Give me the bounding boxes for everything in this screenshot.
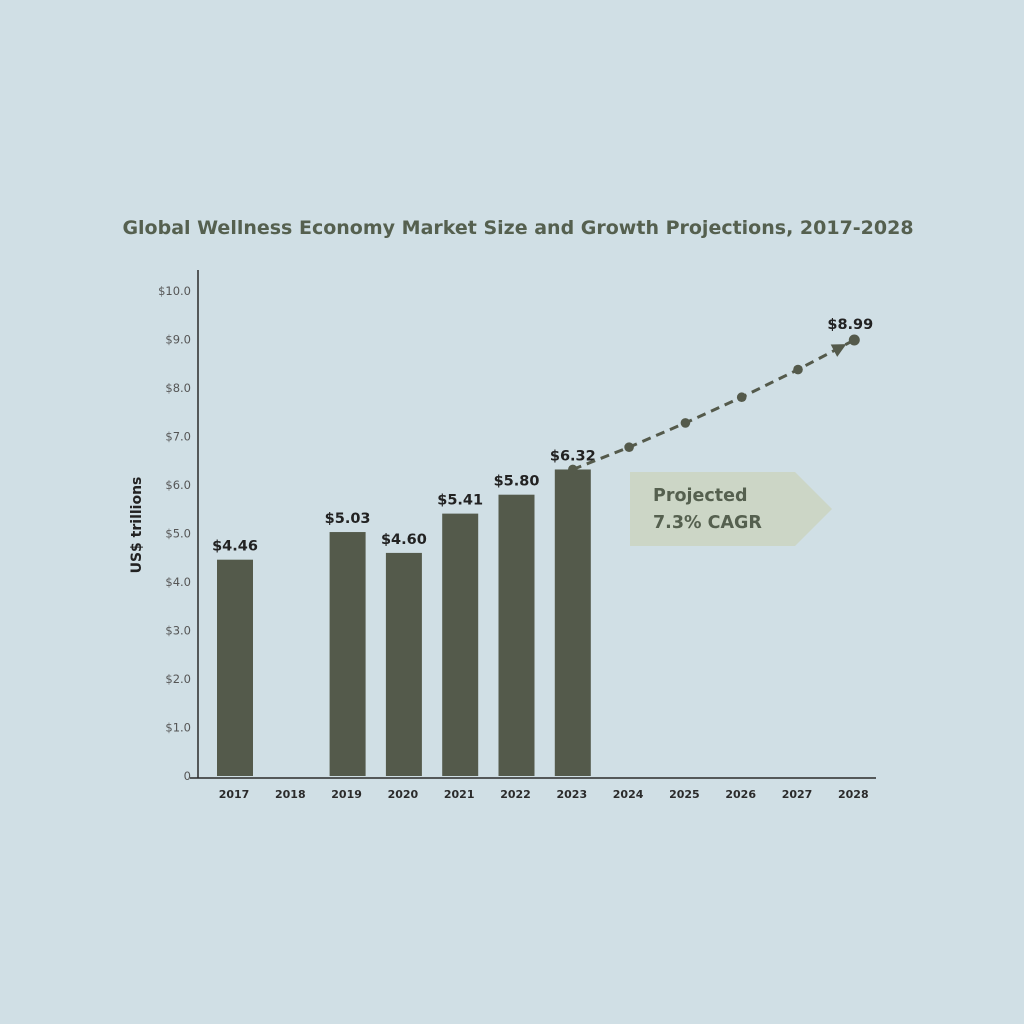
bar-value-label: $4.46 — [212, 539, 258, 555]
x-tick-label: 2023 — [556, 788, 587, 801]
y-axis-ticks: 0 $1.0 $2.0 $3.0 $4.0 $5.0 $6.0 $7.0 $8.0 $9.0 $10… — [158, 284, 191, 783]
projection-point-2023 — [568, 464, 578, 475]
bar-value-label: $4.60 — [381, 532, 427, 548]
projection-arrowhead — [830, 344, 847, 357]
y-tick-label: $10.0 — [158, 284, 191, 298]
x-tick-label: 2020 — [388, 788, 419, 801]
projection-point-2028 — [848, 334, 860, 346]
y-tick-label: $4.0 — [165, 575, 191, 589]
bar-2017 — [217, 559, 253, 776]
callout-arrow-shape — [630, 472, 832, 546]
projection-point-2026 — [736, 392, 747, 403]
projection-point-2027 — [793, 364, 803, 375]
y-tick-label: $5.0 — [165, 527, 191, 541]
y-tick-label: $7.0 — [165, 430, 191, 444]
x-tick-label: 2018 — [275, 788, 306, 801]
projection-dashed-line — [572, 338, 855, 471]
y-tick-label: $3.0 — [165, 624, 191, 638]
y-tick-label: $1.0 — [165, 721, 191, 735]
x-tick-label: 2024 — [613, 788, 644, 801]
chart-title: Global Wellness Economy Market Size and … — [122, 217, 913, 239]
x-tick-label: 2026 — [725, 788, 756, 801]
bar-2023 — [554, 469, 591, 776]
y-tick-label: 0 — [184, 769, 191, 783]
projection-line: $8.99 — [568, 317, 873, 475]
bar-2020 — [385, 552, 422, 776]
projection-point-2024 — [624, 442, 634, 452]
bar-value-label: $5.03 — [325, 511, 371, 527]
bars: $4.46 $5.03 $4.60 $5.41 $5.80 $6.32 — [212, 448, 596, 776]
callout-line-cagr: 7.3% CAGR — [653, 513, 762, 533]
x-tick-label: 2019 — [331, 788, 362, 801]
callout-line-projected: Projected — [653, 486, 747, 506]
y-tick-label: $2.0 — [165, 672, 191, 686]
y-tick-label: $6.0 — [165, 478, 191, 492]
x-tick-label: 2025 — [669, 788, 700, 801]
x-tick-label: 2017 — [219, 788, 250, 801]
y-axis-label: US$ trillions — [129, 477, 145, 574]
bar-value-label: $5.41 — [437, 493, 483, 509]
bar-value-label: $5.80 — [494, 474, 540, 490]
projection-end-label: $8.99 — [827, 317, 873, 333]
y-tick-label: $9.0 — [165, 333, 191, 347]
bar-value-label: $6.32 — [550, 448, 596, 464]
x-tick-label: 2022 — [500, 788, 531, 801]
x-tick-label: 2021 — [444, 788, 475, 801]
bar-2021 — [442, 513, 479, 776]
cagr-callout: Projected 7.3% CAGR — [630, 472, 832, 546]
x-tick-label: 2027 — [782, 788, 813, 801]
bar-2022 — [498, 494, 535, 776]
y-tick-label: $8.0 — [165, 381, 191, 395]
x-tick-label: 2028 — [838, 788, 869, 801]
projection-point-2025 — [680, 418, 691, 428]
bar-2019 — [329, 532, 366, 776]
x-axis-ticks: 2017 2018 2019 2020 2021 2022 2023 2024 2025 2026… — [219, 788, 869, 801]
